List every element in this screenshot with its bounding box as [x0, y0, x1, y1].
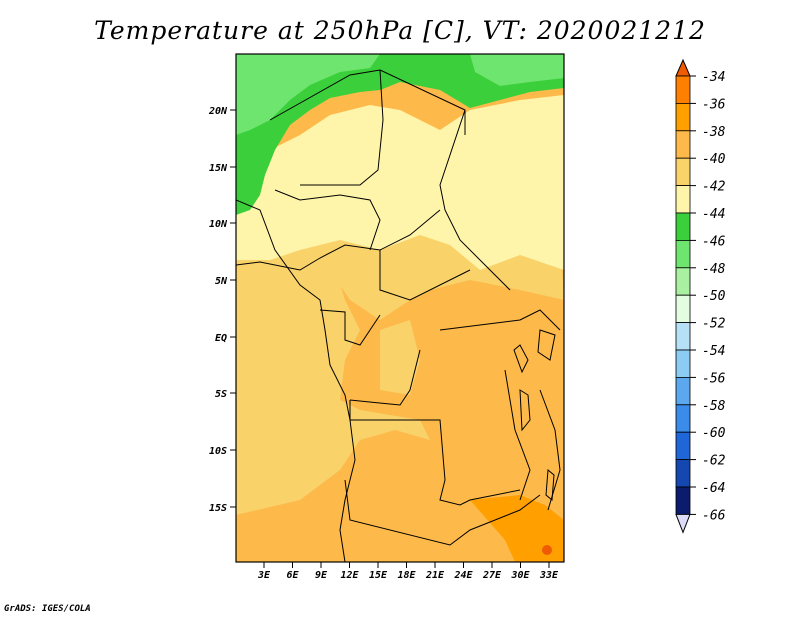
legend-swatch — [675, 157, 691, 186]
legend-swatch — [675, 349, 691, 378]
lat-label-10n: 10N — [209, 219, 228, 230]
map-title: Temperature at 250hPa [C], VT: 202002121… — [94, 16, 706, 45]
legend-colorbar: -34 -36 -38 -40 -42 -44 -46 -48 -50 -52 -54 -56 -58 -… — [675, 58, 726, 534]
legend-label: -52 — [702, 317, 726, 332]
legend-label: -34 — [702, 70, 725, 85]
legend-swatch — [675, 404, 691, 433]
legend-label: -50 — [702, 289, 726, 304]
legend-swatch — [675, 212, 691, 241]
legend-label: -64 — [702, 481, 725, 496]
legend-swatch — [675, 294, 691, 324]
lat-label-eq: EQ — [215, 333, 227, 344]
legend-label: -56 — [702, 371, 726, 386]
legend-bottom-arrow — [675, 513, 691, 534]
lat-label-10s: 10S — [209, 446, 227, 457]
lat-label-20n: 20N — [208, 106, 228, 117]
lat-label-5s: 5S — [215, 389, 227, 400]
lon-label-9e: 9E — [315, 570, 328, 581]
lon-label-18e: 18E — [397, 570, 416, 581]
lon-label-12e: 12E — [340, 570, 359, 581]
lat-label-15s: 15S — [209, 503, 227, 514]
lon-label-6e: 6E — [286, 570, 299, 581]
legend-top-arrow — [675, 58, 691, 77]
grads-credit: GrADS: IGES/COLA — [4, 604, 91, 614]
lon-label-3e: 3E — [257, 570, 271, 581]
legend-swatch — [675, 185, 691, 214]
temperature-field — [236, 54, 564, 562]
legend-swatch — [675, 239, 691, 269]
lon-label-15e: 15E — [369, 570, 388, 581]
legend-label: -62 — [702, 454, 726, 469]
lon-label-33e: 33E — [539, 570, 559, 581]
lat-label-15n: 15N — [209, 163, 228, 174]
legend-swatch — [675, 75, 691, 104]
lat-axis: 20N 15N 10N 5N EQ 5S 10S 15S — [208, 106, 236, 514]
legend-label: -38 — [702, 125, 726, 140]
legend-label: -58 — [702, 399, 726, 414]
legend-label: -48 — [702, 262, 726, 277]
legend-swatch — [675, 459, 691, 488]
legend-label: -44 — [702, 207, 725, 222]
legend-label: -40 — [702, 152, 726, 167]
legend-label: -54 — [702, 344, 725, 359]
legend-swatch — [675, 130, 691, 159]
lon-axis: 3E 6E 9E 12E 15E 18E 21E 24E 27E 30E 33E — [257, 562, 559, 581]
legend-swatch — [675, 103, 691, 132]
legend-label: -66 — [702, 508, 726, 523]
legend-swatch — [675, 267, 691, 296]
lon-label-24e: 24E — [453, 570, 473, 581]
legend-label: -42 — [702, 180, 726, 195]
legend-swatch — [675, 431, 691, 461]
country-borders — [236, 69, 561, 562]
legend-swatch — [675, 322, 691, 351]
legend-label: -60 — [702, 426, 726, 441]
legend-swatch — [675, 486, 691, 515]
lat-label-5n: 5N — [215, 276, 228, 287]
lon-label-30e: 30E — [510, 570, 530, 581]
legend-label: -46 — [702, 234, 726, 249]
map-frame — [235, 53, 565, 563]
legend-swatch — [675, 376, 691, 406]
lon-label-27e: 27E — [482, 570, 502, 581]
legend-label: -36 — [702, 97, 726, 112]
lon-label-21e: 21E — [425, 570, 445, 581]
